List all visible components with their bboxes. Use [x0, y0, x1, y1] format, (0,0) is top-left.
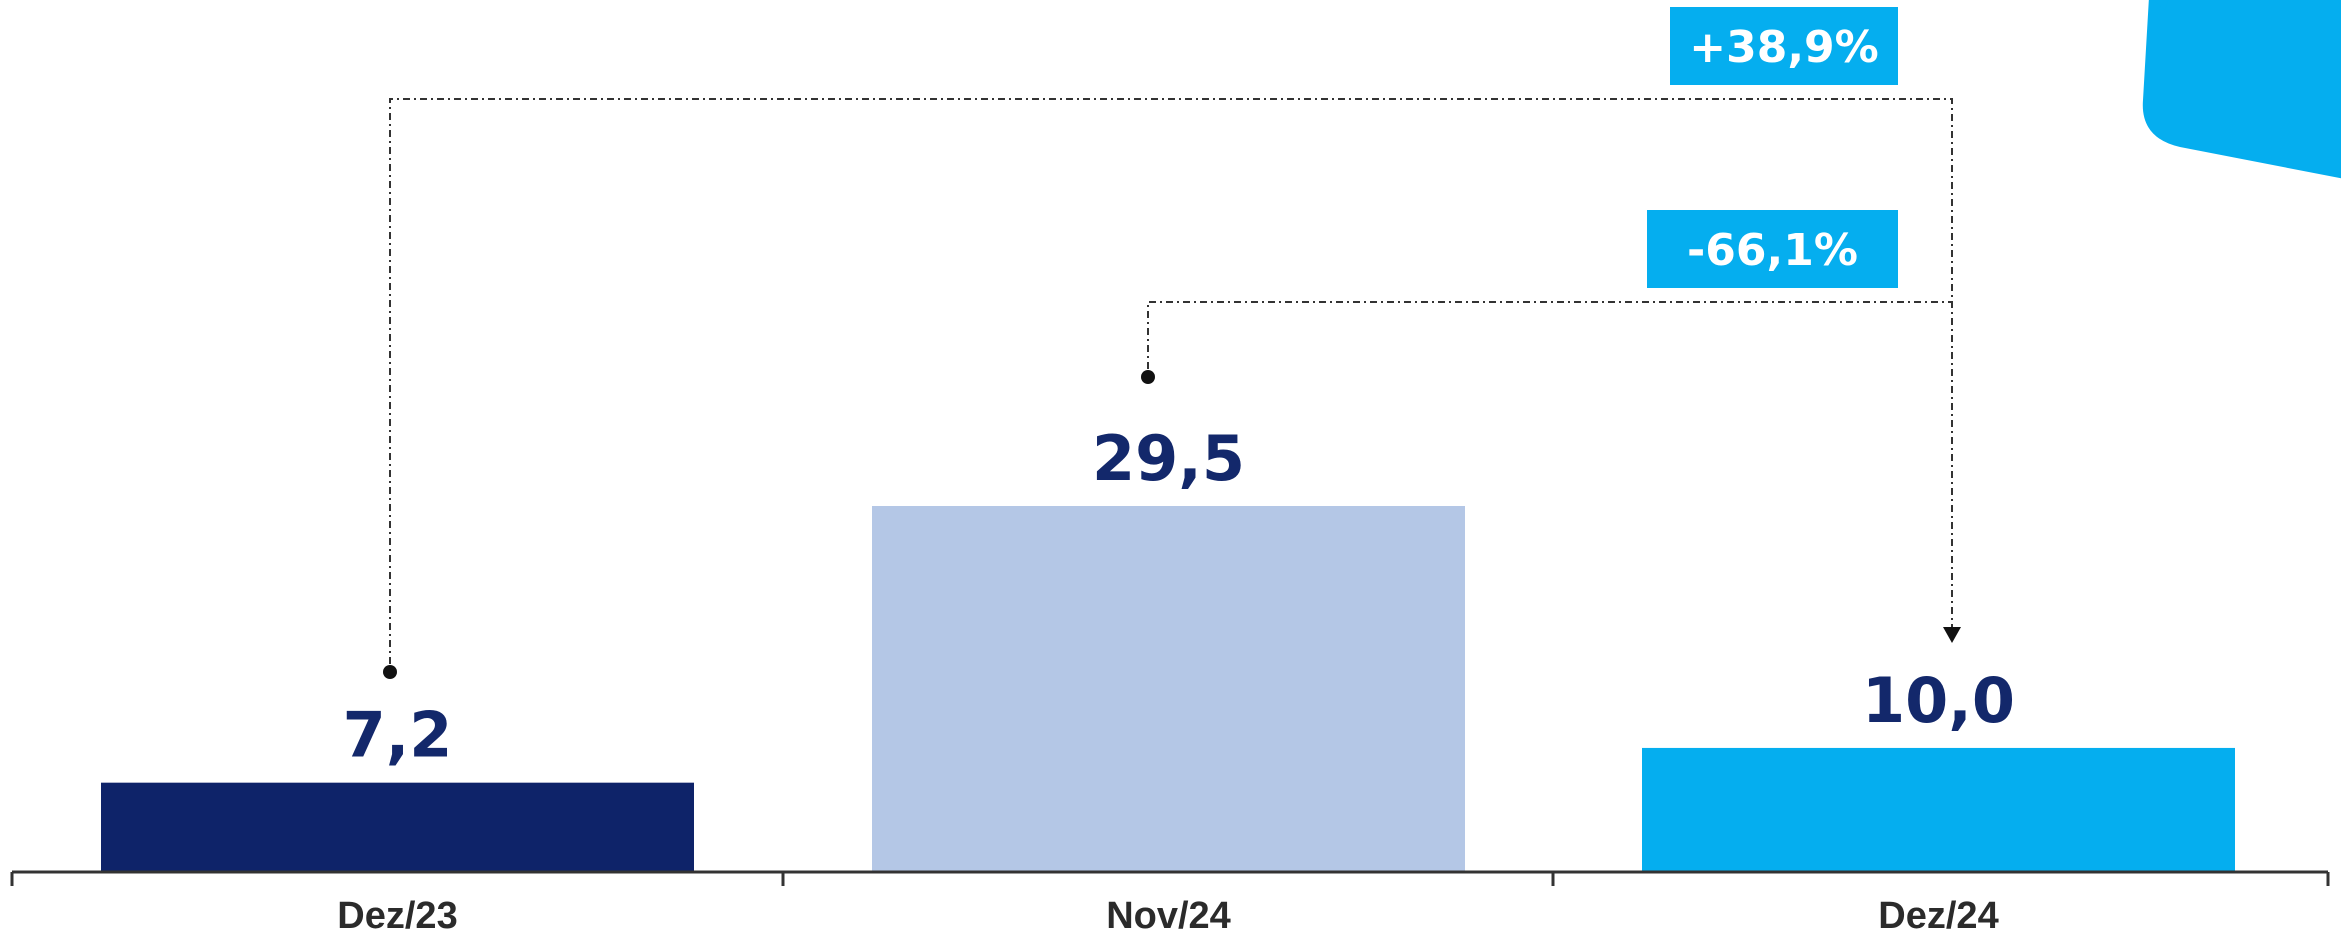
connector-line [389, 98, 1953, 664]
data-label: 7,2 [343, 699, 453, 772]
change-badge [1670, 7, 1898, 85]
connector-line [1147, 301, 1952, 369]
bar [1642, 747, 2235, 872]
tick-label: Dez/23 [337, 895, 457, 935]
connector-start-dot [1141, 370, 1155, 384]
bar [872, 506, 1465, 872]
change-badge-label: +38,9% [1689, 22, 1879, 73]
change-badge [1647, 210, 1898, 288]
bars-layer [101, 506, 2235, 872]
tick-label: Dez/24 [1878, 895, 1998, 935]
x-axis [10, 870, 2330, 886]
data-label: 29,5 [1092, 422, 1245, 495]
connector-start-dot [383, 665, 397, 679]
data-label: 10,0 [1862, 664, 2015, 737]
connector-arrowhead [1943, 627, 1961, 643]
tick-label: Nov/24 [1106, 895, 1231, 935]
connectors-layer: +38,9% -66,1% [383, 7, 1961, 679]
decorative-corner-shape [2142, 0, 2341, 179]
labels-layer: 7,2 Dez/23 29,5 Nov/24 10,0 Dez/24 [337, 422, 2015, 935]
change-badge-label: -66,1% [1687, 225, 1858, 276]
bar [101, 782, 694, 872]
